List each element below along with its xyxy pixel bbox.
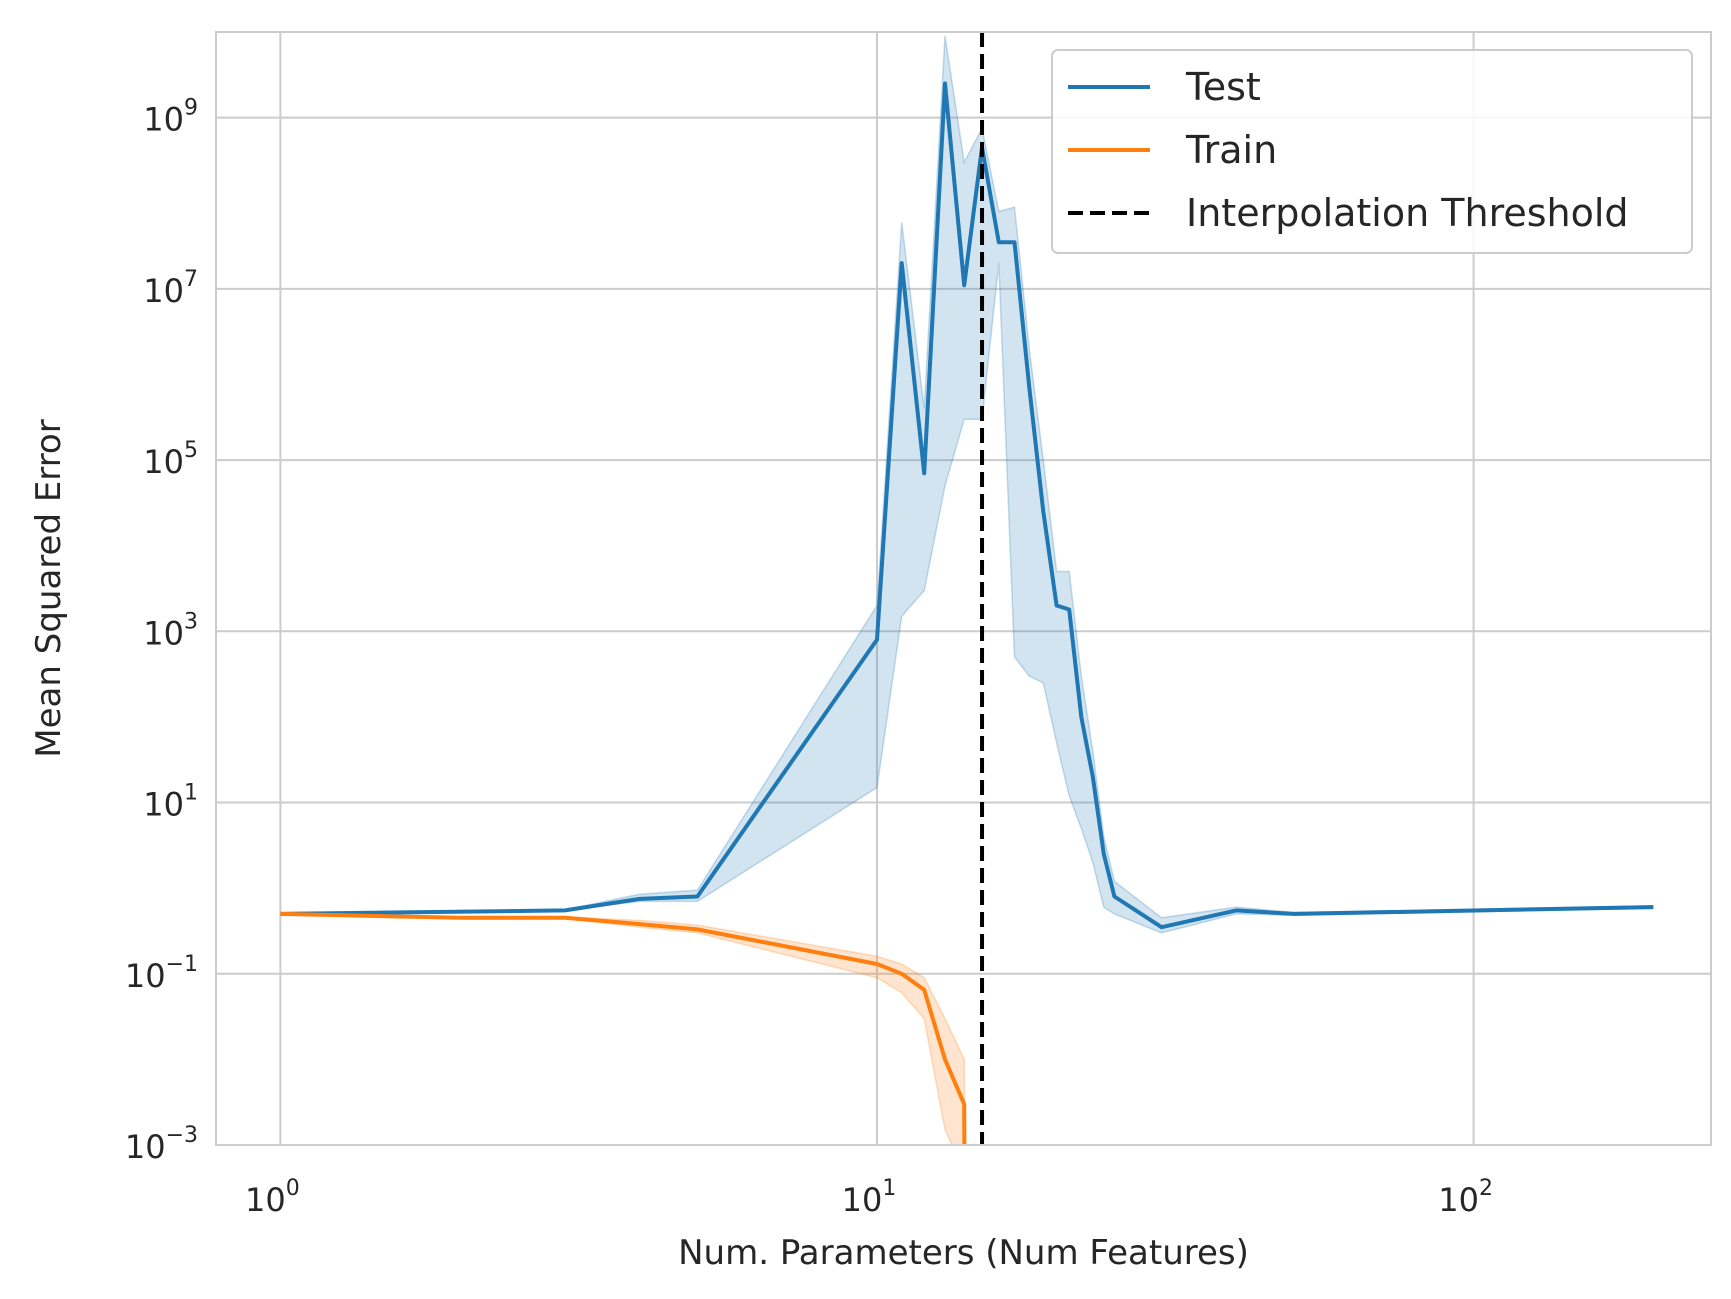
plot-frame	[215, 31, 1712, 1146]
y-tick-labels: 10−3 10−1 101 103 105 107 109	[125, 96, 198, 1166]
y-axis-label: Mean Squared Error	[29, 419, 69, 757]
y-tick-label: 107	[143, 267, 198, 310]
train-series-line	[280, 911, 967, 1145]
legend: Test Train Interpolation Threshold	[1051, 49, 1693, 254]
y-tick-label: 101	[143, 781, 198, 824]
legend-label-test: Test	[1185, 65, 1261, 109]
legend-label-train: Train	[1185, 128, 1277, 172]
y-tick-label: 103	[143, 609, 198, 652]
y-tick-label: 10−3	[125, 1123, 198, 1166]
legend-label-threshold: Interpolation Threshold	[1186, 191, 1629, 235]
legend-box	[1051, 49, 1693, 254]
x-tick-labels: 100 101 102	[245, 1176, 1493, 1219]
x-tick-label: 100	[245, 1176, 300, 1219]
test-series-line	[280, 81, 1654, 930]
x-tick-label: 101	[842, 1176, 897, 1219]
y-tick-label: 105	[143, 438, 198, 481]
y-tick-label: 109	[143, 96, 198, 139]
x-tick-label: 102	[1438, 1176, 1493, 1219]
train-confidence-band	[280, 913, 966, 1145]
series-lines	[280, 81, 1654, 1145]
y-tick-label: 10−1	[125, 952, 198, 995]
x-axis-label: Num. Parameters (Num Features)	[678, 1233, 1249, 1273]
